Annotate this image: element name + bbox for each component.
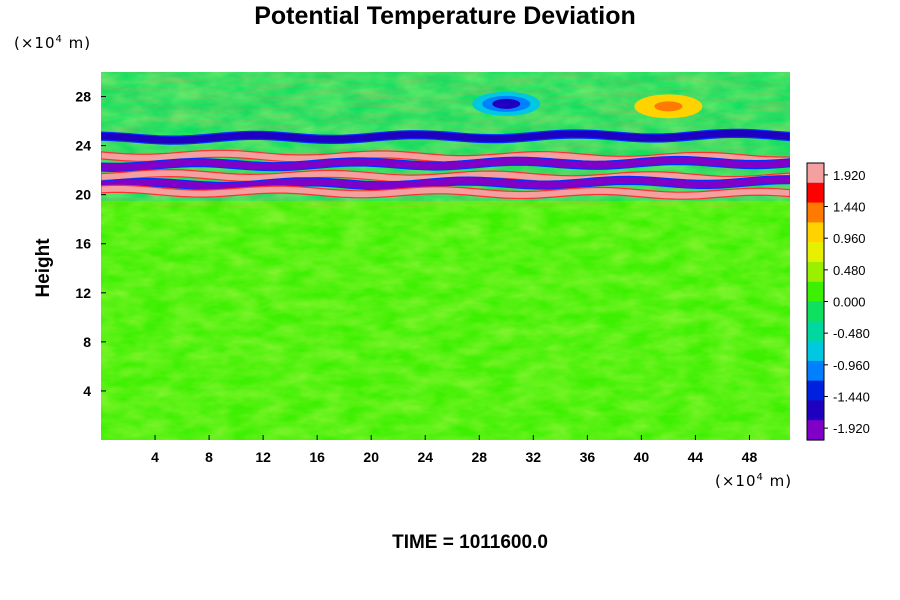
x-tick-label: 8 (205, 449, 213, 465)
y-tick-label: 4 (83, 383, 91, 399)
time-label: TIME = 1011600.0 (392, 532, 548, 553)
x-tick-label: 36 (580, 449, 596, 465)
x-tick-label: 24 (417, 449, 433, 465)
x-axis-ticks: 4 8 12 16 20 24 28 32 36 40 44 48 (151, 435, 757, 465)
colorbar-swatch (807, 281, 824, 303)
x-unit-exponent: 4 (756, 472, 764, 483)
band-1 (101, 155, 790, 173)
colorbar (806, 162, 825, 441)
plot-area (101, 72, 790, 440)
x-unit-prefix: (×10 (715, 472, 757, 490)
x-tick-label: 4 (151, 449, 159, 465)
colorbar-swatch (807, 321, 824, 342)
y-tick-label: 20 (75, 187, 91, 203)
colorbar-tick-label: 1.920 (833, 168, 866, 183)
y-tick-label: 12 (75, 285, 91, 301)
colorbar-swatch (807, 380, 824, 402)
x-tick-label: 20 (363, 449, 379, 465)
x-axis-unit: (×104 m) (715, 472, 792, 490)
colorbar-tick-label: 0.000 (833, 295, 866, 310)
colorbar-swatch (807, 360, 824, 382)
colorbar-swatch (807, 182, 824, 204)
band-5 (101, 128, 790, 145)
colorbar-tick-label: -0.960 (833, 358, 870, 373)
colorbar-labels: 1.920 1.440 0.960 0.480 0.000 -0.480 -0.960 -1.… (824, 168, 870, 436)
colorbar-swatch (807, 341, 824, 362)
y-tick-label: 24 (75, 138, 91, 154)
y-tick-label: 8 (83, 334, 91, 350)
y-unit-suffix: m) (62, 34, 92, 52)
colorbar-swatch (807, 261, 824, 283)
colorbar-swatch (807, 202, 824, 223)
x-unit-suffix: m) (763, 472, 793, 490)
colorbar-swatch (807, 301, 824, 322)
anomaly-core-6 (492, 98, 521, 109)
x-tick-label: 12 (255, 449, 271, 465)
band-4 (101, 184, 790, 200)
anomaly-core-7 (654, 101, 683, 112)
colorbar-swatch (807, 222, 824, 243)
colorbar-swatch (807, 242, 824, 263)
x-tick-label: 32 (526, 449, 542, 465)
colorbar-swatch (807, 400, 824, 421)
colorbar-tick-label: 1.440 (833, 200, 866, 215)
y-unit-exponent: 4 (55, 34, 63, 45)
colorbar-tick-label: -0.480 (833, 326, 870, 341)
colorbar-swatch (807, 420, 824, 441)
y-tick-label: 28 (75, 89, 91, 105)
colorbar-tick-label: 0.480 (833, 263, 866, 278)
x-tick-label: 40 (634, 449, 650, 465)
y-axis-ticks: 4 8 12 16 20 24 28 (75, 89, 106, 399)
chart-title: Potential Temperature Deviation (254, 2, 636, 30)
colorbar-tick-label: -1.440 (833, 389, 870, 404)
x-tick-label: 44 (688, 449, 704, 465)
x-tick-label: 48 (742, 449, 758, 465)
x-tick-label: 16 (309, 449, 325, 465)
x-tick-label: 28 (471, 449, 487, 465)
colorbar-swatch (807, 163, 824, 184)
y-tick-label: 16 (75, 236, 91, 252)
colorbar-tick-label: -1.920 (833, 421, 870, 436)
y-axis-unit: (×104 m) (14, 34, 91, 52)
y-unit-prefix: (×10 (14, 34, 56, 52)
colorbar-tick-label: 0.960 (833, 231, 866, 246)
